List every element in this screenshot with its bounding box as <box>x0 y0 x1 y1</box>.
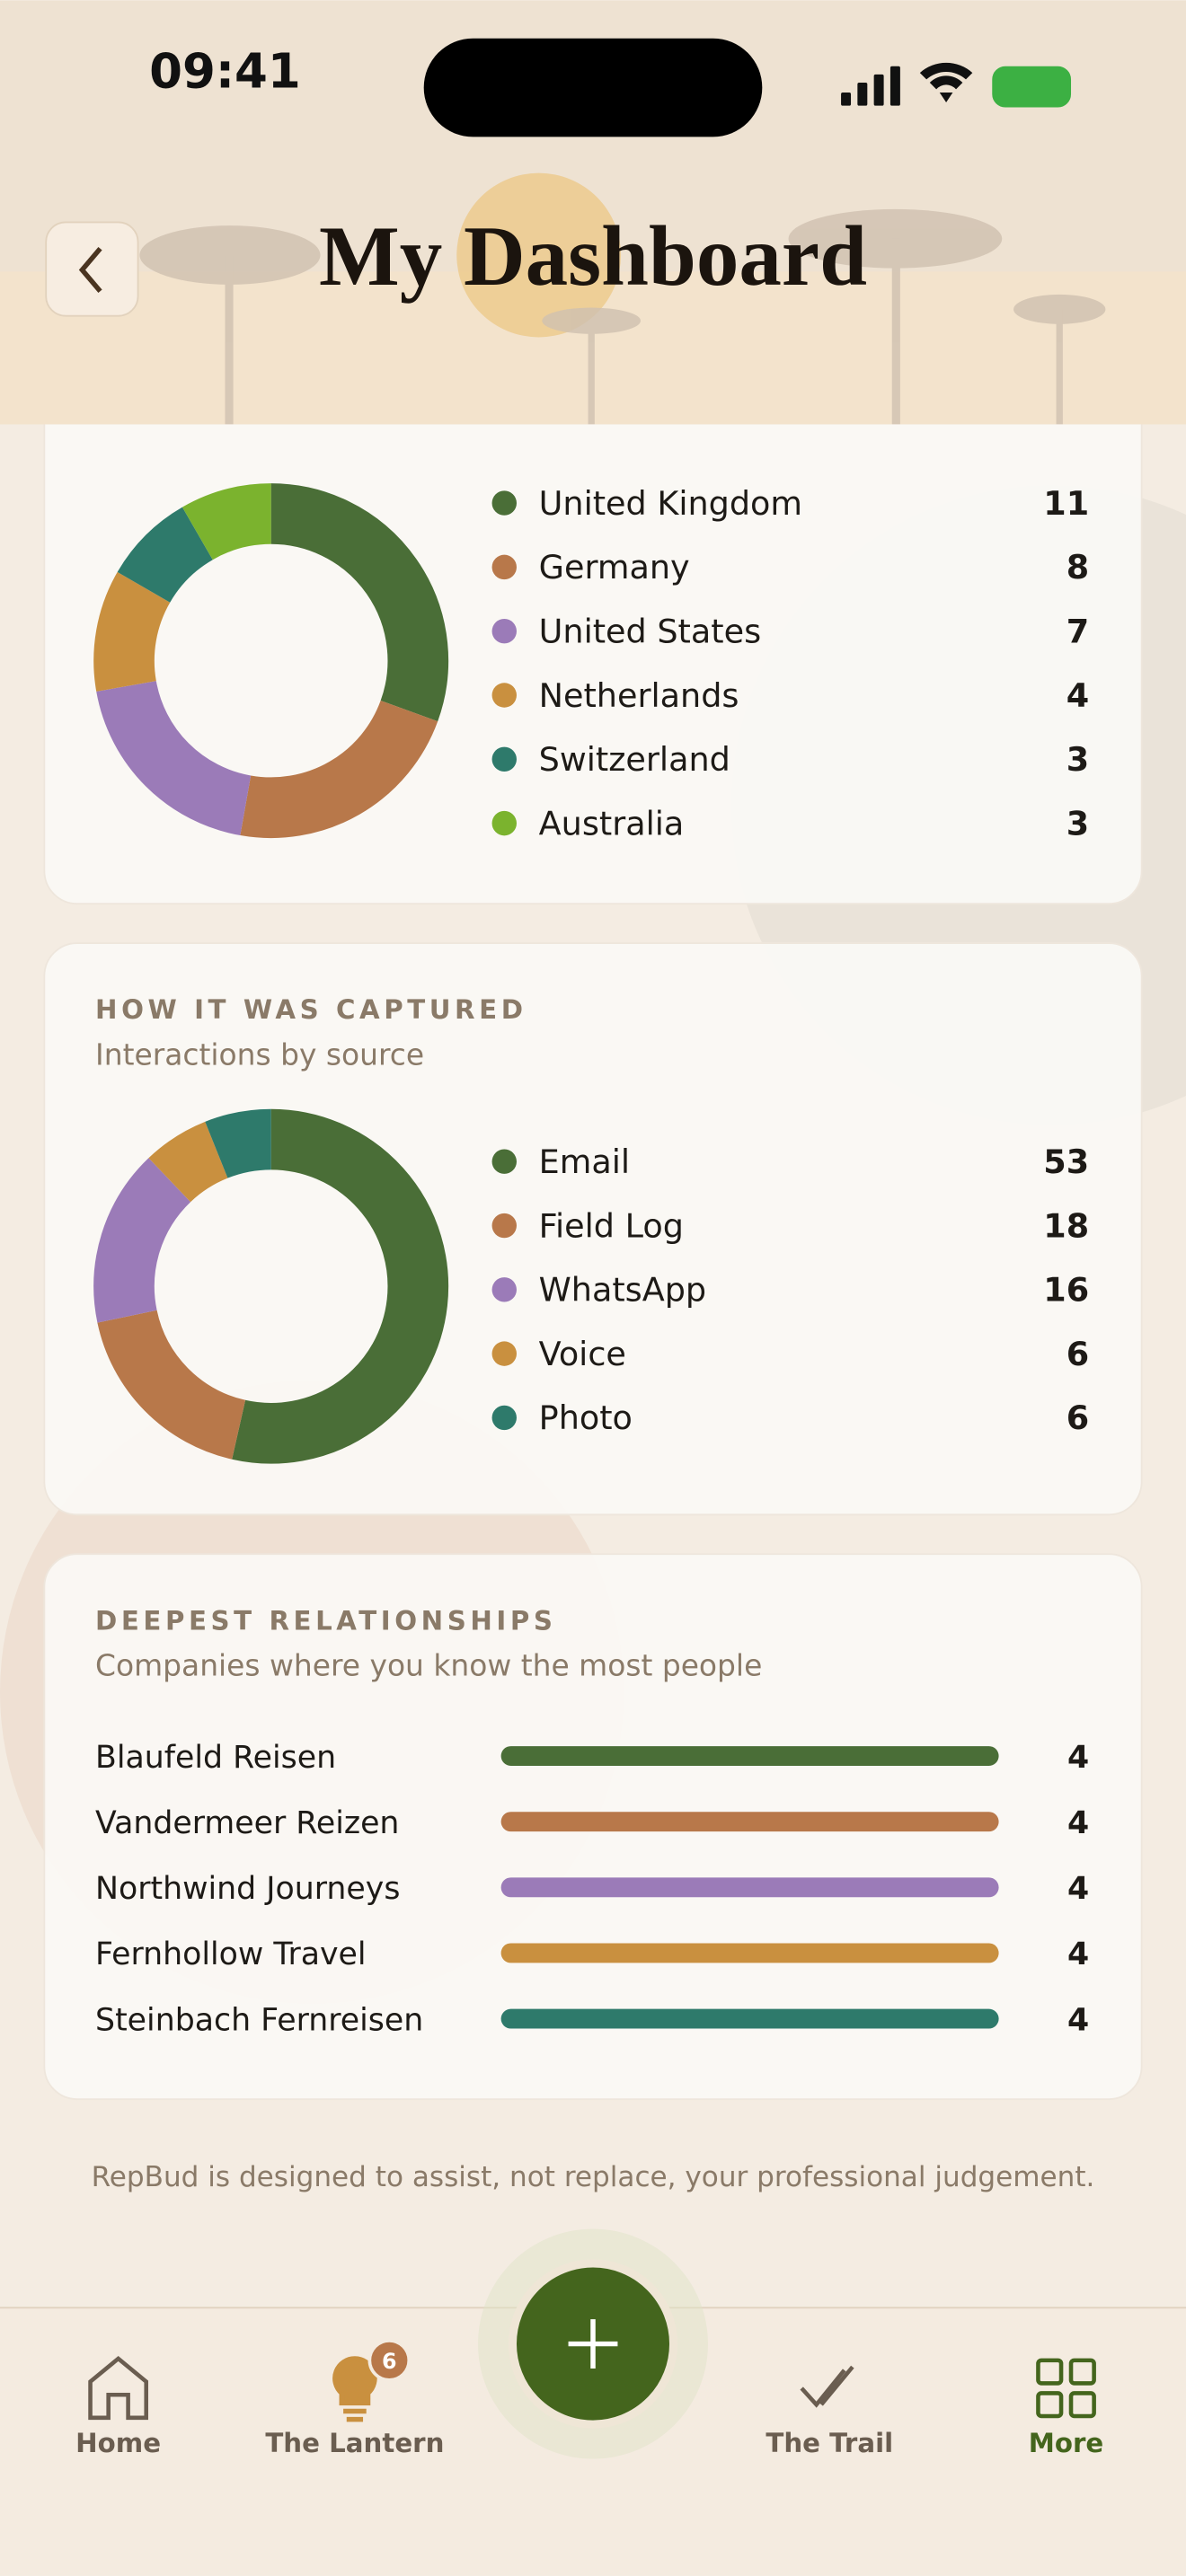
legend-dot <box>491 1341 517 1366</box>
trees <box>139 208 1106 425</box>
legend-dot <box>491 618 517 644</box>
bar <box>500 1812 999 1832</box>
legend-value: 8 <box>1067 548 1089 587</box>
legend-label: Australia <box>539 804 685 842</box>
donut-segment <box>148 1121 229 1203</box>
badge <box>367 2339 412 2382</box>
legend-dot <box>491 1213 517 1239</box>
donut-segment <box>240 700 438 839</box>
card-title: HOW IT WAS CAPTURED <box>95 994 527 1025</box>
donut-segment <box>96 680 252 836</box>
donut-segment <box>181 483 272 560</box>
battery <box>992 66 1072 108</box>
legend-label: Email <box>539 1142 630 1181</box>
legend-value: 6 <box>1067 1398 1089 1437</box>
back-button[interactable] <box>45 221 139 317</box>
nav-label[interactable]: Home <box>75 2428 161 2458</box>
bar <box>500 1877 999 1898</box>
nav-label[interactable]: The Trail <box>766 2428 893 2458</box>
legend-value: 3 <box>1067 804 1089 842</box>
home-icon <box>88 2356 148 2421</box>
bar-value: 4 <box>1067 1740 1089 1776</box>
legend-value: 11 <box>1043 484 1089 523</box>
more-icon <box>1036 2358 1096 2419</box>
back-icon <box>78 246 102 294</box>
status-icons <box>841 62 973 106</box>
legend-dot <box>491 810 517 836</box>
donut-segment <box>232 1108 449 1464</box>
card <box>43 942 1143 1516</box>
bar <box>500 2008 999 2029</box>
nav-label[interactable]: More <box>1029 2428 1103 2458</box>
page-title: My Dashboard <box>319 208 867 304</box>
bar-label: Fernhollow Travel <box>95 1936 367 1972</box>
bar-value: 4 <box>1067 1805 1089 1841</box>
legend-label: Netherlands <box>539 676 739 715</box>
legend-label: Photo <box>539 1398 633 1437</box>
bar-label: Vandermeer Reizen <box>95 1805 399 1841</box>
add-icon <box>568 2319 618 2369</box>
card-subtitle: Interactions by source <box>95 1037 424 1072</box>
donut-segment <box>205 1108 272 1179</box>
disclaimer: RepBud is designed to assist, not replac… <box>92 2161 1095 2193</box>
bar-value: 4 <box>1067 1936 1089 1972</box>
legend-dot <box>491 683 517 708</box>
sun <box>456 172 622 338</box>
donut-segment <box>93 571 171 692</box>
legend-label: Switzerland <box>539 740 730 779</box>
donut-segment <box>270 483 449 722</box>
bar <box>500 1746 999 1767</box>
card-title: DEEPEST RELATIONSHIPS <box>95 1605 556 1636</box>
legend-dot <box>491 1405 517 1431</box>
legend-value: 7 <box>1067 612 1089 650</box>
legend-dot <box>491 1149 517 1174</box>
legend-value: 18 <box>1043 1206 1089 1245</box>
legend-dot <box>491 490 517 516</box>
donut-segment <box>97 1309 246 1460</box>
bar-value: 4 <box>1067 1871 1089 1907</box>
legend-label: United Kingdom <box>539 484 802 523</box>
bar-label: Northwind Journeys <box>95 1871 400 1907</box>
badge-count: 6 <box>382 2349 397 2374</box>
bar-label: Blaufeld Reisen <box>95 1740 336 1776</box>
legend-label: WhatsApp <box>539 1271 706 1310</box>
legend-dot <box>491 554 517 580</box>
bar-value: 4 <box>1067 2002 1089 2038</box>
card-subtitle: Companies where you know the most people <box>95 1647 762 1682</box>
legend-label: Voice <box>539 1335 626 1373</box>
legend-dot <box>491 746 517 772</box>
legend-label: Germany <box>539 548 690 587</box>
donut-segment <box>117 507 214 604</box>
legend-value: 16 <box>1043 1271 1089 1310</box>
bar-label: Steinbach Fernreisen <box>95 2002 423 2038</box>
trail-icon <box>800 2365 854 2408</box>
legend-label: Field Log <box>539 1206 684 1245</box>
donut-segment <box>93 1158 191 1323</box>
bar <box>500 1943 999 1963</box>
legend-value: 53 <box>1043 1142 1089 1181</box>
legend-value: 6 <box>1067 1335 1089 1373</box>
legend-dot <box>491 1277 517 1302</box>
legend-value: 3 <box>1067 740 1089 779</box>
dynamic-island <box>423 38 763 137</box>
nav-label[interactable]: The Lantern <box>265 2428 444 2458</box>
legend-label: United States <box>539 612 761 650</box>
status-time: 09:41 <box>149 44 301 100</box>
legend-value: 4 <box>1067 676 1089 715</box>
